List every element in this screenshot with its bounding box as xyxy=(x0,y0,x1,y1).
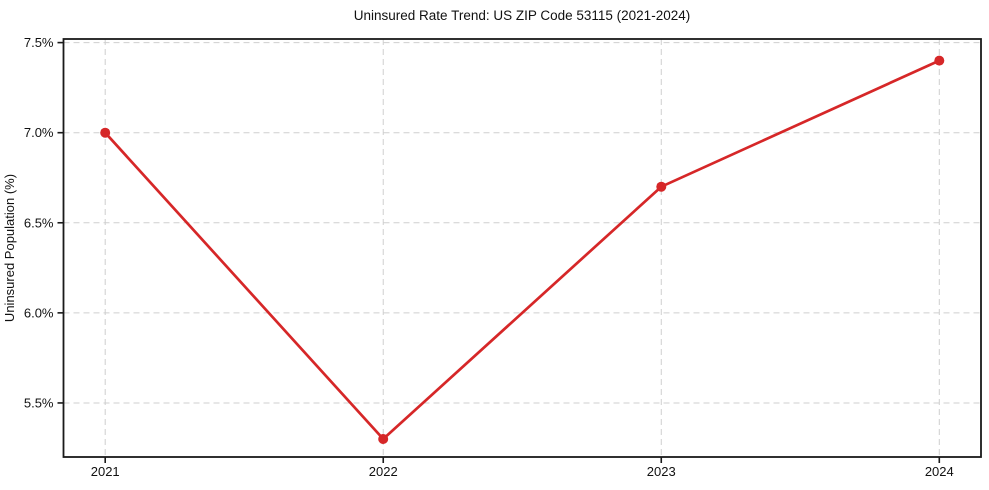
plot-border xyxy=(62,38,982,458)
chart-title: Uninsured Rate Trend: US ZIP Code 53115 … xyxy=(354,8,690,23)
trend-line xyxy=(103,59,941,441)
data-point-marker xyxy=(378,434,389,444)
y-tick-label: 5.5% xyxy=(24,395,54,410)
y-tick-label: 7.5% xyxy=(24,35,54,50)
y-tick-label: 6.5% xyxy=(24,215,54,230)
x-tick-label: 2022 xyxy=(369,464,398,479)
x-tick-label: 2024 xyxy=(925,464,954,479)
data-series xyxy=(100,55,945,444)
gridlines xyxy=(63,39,981,457)
y-tick-label: 6.0% xyxy=(24,305,54,320)
y-tick-label: 7.0% xyxy=(24,125,54,140)
x-tick-label: 2021 xyxy=(91,464,120,479)
data-point-marker xyxy=(656,181,667,192)
y-axis-label: Uninsured Population (%) xyxy=(2,174,17,322)
axis-ticks: 2021 2022 2023 2024 5.5% 6.0% 6.5% 7.0% 7.5% xyxy=(24,35,954,479)
data-point-marker xyxy=(100,127,111,138)
data-point-marker xyxy=(934,55,945,66)
x-tick-label: 2023 xyxy=(647,464,676,479)
axes-frame xyxy=(62,38,982,458)
